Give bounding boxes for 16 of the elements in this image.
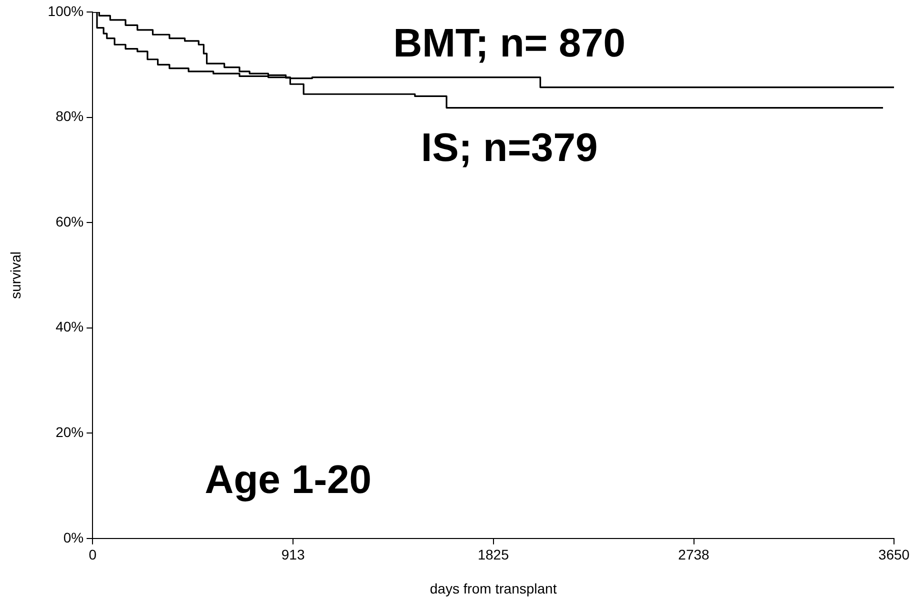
y-tick-label: 80%	[56, 108, 84, 124]
x-tick-label: 1825	[478, 546, 510, 563]
y-tick-label: 40%	[56, 318, 84, 335]
x-axis-title: days from transplant	[430, 580, 557, 596]
y-tick-label: 100%	[48, 2, 84, 19]
series-label: BMT; n= 870	[393, 21, 626, 66]
x-tick-label: 0	[88, 546, 97, 563]
x-tick-label: 3650	[878, 546, 910, 563]
annotation: Age 1-20	[204, 458, 372, 502]
x-tick-label: 2738	[678, 546, 710, 563]
y-axis-title: survival	[7, 251, 24, 299]
series-label: IS; n=379	[420, 126, 598, 170]
y-tick-label: 20%	[56, 424, 84, 440]
y-tick-label: 60%	[56, 213, 84, 230]
y-tick-label: 0%	[63, 529, 84, 546]
x-tick-label: 913	[281, 546, 305, 563]
